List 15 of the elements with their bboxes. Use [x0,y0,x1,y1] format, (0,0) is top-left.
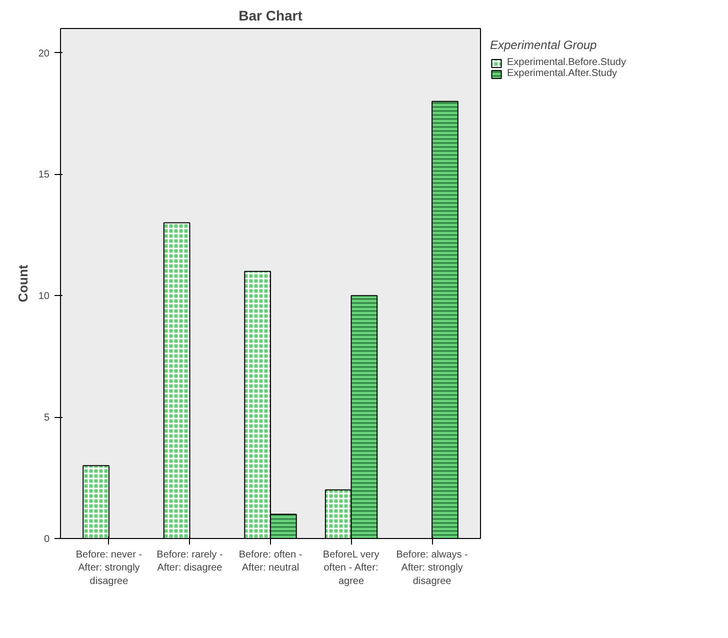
x-tick-label: Before: always - After: strongly disagree [396,550,468,587]
legend-title: Experimental Group [490,38,598,52]
legend-label: Experimental.Before.Study [507,57,626,68]
x-tick-label: BeforeL very often - After: agree [322,550,380,587]
y-tick-label: 5 [44,412,50,424]
chart-title: Bar Chart [238,8,303,24]
y-tick-label: 15 [38,170,50,181]
x-tick-label: Before: rarely - After: disagree [156,550,223,574]
y-axis-title: Count [15,264,30,302]
x-tick-label: Before: never - After: strongly disagree [76,550,142,587]
x-tick-label: Before: often - After: neutral [238,550,302,574]
legend-label: Experimental.After.Study [507,68,618,79]
y-tick-label: 0 [44,534,50,545]
y-tick-label: 10 [38,291,50,302]
y-tick-label: 20 [38,48,50,60]
